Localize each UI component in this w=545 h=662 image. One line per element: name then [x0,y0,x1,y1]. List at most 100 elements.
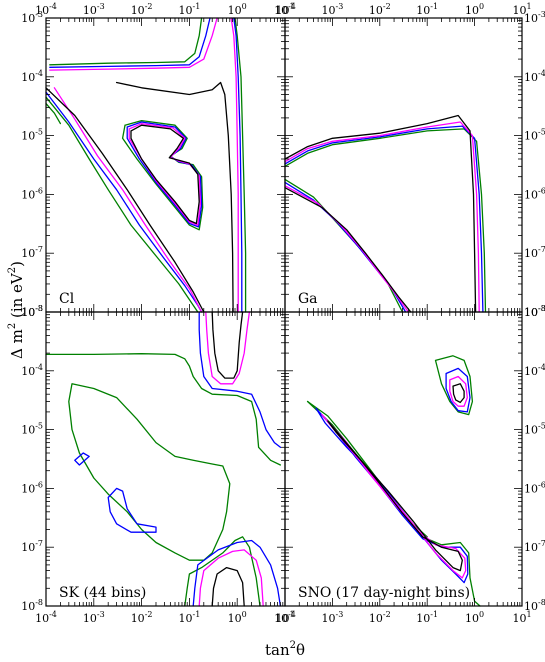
y-tick-label-left: 10-8 [21,598,43,613]
panel-1: 10-4 10-3 10-2 10-1 100 10110-810-710-610-510… [21,2,294,319]
y-tick-label-left: 10-5 [21,422,43,437]
x-axis-title: tan2θ [265,640,305,659]
panel-3: 10-4 10-3 10-2 10-1 100 101 10-8 10-7 10-6 10-5 10… [21,304,294,625]
contour-1-4-3 [130,124,200,225]
y-tick-label-right: 10-5 [524,422,545,437]
panel-4: 10-4 10-3 10-2 10-1 100 10110-810-710-610-510… [274,304,545,625]
contour-3-3-1 [205,311,251,385]
contour-4-2-1 [445,367,471,413]
x-tick-label-top: 10-4 [274,2,296,17]
contour-1-1-5 [121,119,204,231]
contour-1-3-3 [53,87,203,313]
panel-frame-2 [284,17,523,313]
ticks-3 [45,311,286,607]
x-tick-label-bottom: 100 [228,610,247,625]
x-tick-label-bottom: 101 [512,610,531,625]
y-tick-label-left: 10-3 [21,10,43,25]
contour-2-2-1 [284,125,484,313]
panel-label-4: SNO (17 day-night bins) [298,585,470,601]
contour-3-2-4 [192,539,282,607]
x-tick-label-top: 101 [512,2,531,17]
x-tick-label-top: 100 [465,2,484,17]
contour-1-2-3 [45,91,203,313]
contour-1-2-1 [49,17,211,68]
x-tick-label-bottom: 101 [275,610,294,625]
x-tick-label-top: 10-2 [369,2,391,17]
y-tick-label-left: 10-7 [21,539,43,554]
contour-2-1-1 [284,128,487,313]
contour-4-1-1 [434,355,474,416]
x-tick-label-top: 10-1 [179,2,201,17]
x-tick-label-bottom: 10-1 [416,610,438,625]
contour-3-1-3 [184,536,261,607]
panel-frame-4 [284,311,523,607]
y-tick-label-left: 10-6 [21,186,43,201]
contour-3-4-2 [211,566,245,607]
x-tick-label-top: 10-1 [416,2,438,17]
ticks-4 [284,311,523,607]
contour-3-3-2 [198,549,264,607]
x-tick-label-top: 101 [275,2,294,17]
panel-frame-3 [45,311,286,607]
contour-3-2-2 [74,452,90,466]
contour-1-4-2 [115,81,234,313]
y-tick-label-right: 10-7 [524,539,545,554]
y-tick-label-right: 10-7 [524,245,545,260]
y-tick-label-right: 10-4 [524,69,545,84]
y-tick-label-left: 10-3 [21,304,43,319]
y-tick-label-right: 10-8 [524,304,545,319]
y-tick-label-left: 10-5 [21,128,43,143]
x-tick-label-top: 10-3 [83,2,105,17]
x-tick-label-bottom: 10-3 [83,610,105,625]
contour-4-4-1 [452,383,465,404]
panel-label-3: SK (44 bins) [59,585,146,601]
y-tick-label-right: 10-3 [524,10,545,25]
contour-1-1-4 [45,102,62,125]
contour-3-1-1 [45,353,282,466]
y-tick-label-right: 10-3 [524,304,545,319]
y-tick-label-left: 10-4 [21,363,43,378]
contour-4-3-1 [449,375,468,407]
contour-1-1-3 [45,96,199,313]
panel-label-1: Cl [59,291,75,307]
contour-4-4-2 [327,420,463,572]
contour-3-4-1 [211,311,244,379]
ticks-2 [284,17,523,313]
y-tick-label-left: 10-6 [21,480,43,495]
x-tick-label-bottom: 10-4 [35,610,57,625]
y-tick-label-right: 10-8 [524,598,545,613]
x-tick-label-top: 100 [228,2,247,17]
contour-1-2-4 [126,121,203,228]
x-tick-label-bottom: 10-3 [322,610,344,625]
y-tick-label-right: 10-4 [524,363,545,378]
panel-label-2: Ga [298,291,318,307]
contour-3-1-2 [68,383,231,561]
panel-2: 10-4 10-3 10-2 10-1 100 101 10-8 10-7 10-6 10-5 10… [274,2,545,319]
contour-1-4-1 [45,87,205,313]
contour-1-2-2 [233,17,243,313]
contour-1-1-1 [49,17,203,66]
y-tick-label-left: 10-7 [21,245,43,260]
contour-1-3-2 [230,17,239,313]
contour-2-3-1 [284,121,480,313]
x-tick-label-bottom: 10-2 [369,610,391,625]
x-tick-label-bottom: 100 [465,610,484,625]
x-tick-label-top: 10-4 [35,2,57,17]
y-tick-label-left: 10-8 [21,304,43,319]
contour-2-4-1 [284,114,477,313]
contour-1-1-2 [234,17,247,313]
contour-1-3-1 [49,17,218,71]
ticks-1 [45,17,286,313]
y-tick-label-right: 10-6 [524,186,545,201]
y-tick-label-left: 10-4 [21,69,43,84]
x-tick-label-top: 10-2 [131,2,153,17]
x-tick-label-bottom: 10-4 [274,610,296,625]
y-axis-title: Δ m2 (in eV2) [7,261,26,359]
y-tick-label-right: 10-5 [524,128,545,143]
contour-3-2-1 [198,311,282,448]
contour-2-4-2 [284,187,412,313]
x-tick-label-bottom: 10-2 [131,610,153,625]
y-tick-label-right: 10-6 [524,480,545,495]
contour-3-2-3 [107,487,157,533]
